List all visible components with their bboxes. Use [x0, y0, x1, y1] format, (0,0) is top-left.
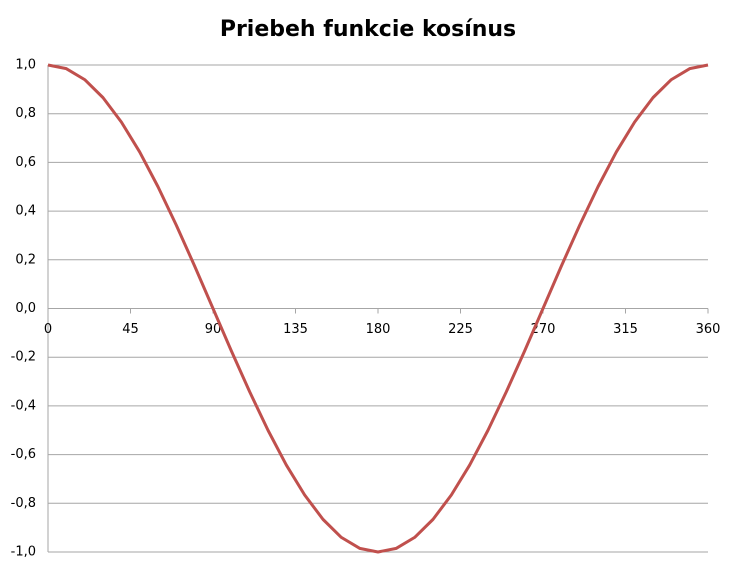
x-tick-label: 180 — [366, 322, 391, 337]
chart-title: Priebeh funkcie kosínus — [220, 17, 516, 42]
x-tick-label: 90 — [205, 322, 222, 337]
y-tick-label: -0,2 — [11, 350, 36, 365]
x-tick-label: 0 — [44, 322, 52, 337]
x-tick-label: 45 — [122, 322, 139, 337]
y-tick-label: 1,0 — [15, 58, 36, 73]
line — [47, 63, 709, 554]
x-tick-label: 225 — [448, 322, 473, 337]
y-tick-label: -0,6 — [11, 447, 36, 462]
y-tick-label: 0,4 — [15, 204, 36, 219]
y-tick-label: -1,0 — [11, 545, 36, 560]
y-tick-label: -0,4 — [11, 398, 36, 413]
x-tick-label: 360 — [696, 322, 721, 337]
y-tick-label: 0,6 — [15, 155, 36, 170]
y-tick-label: 0,2 — [15, 252, 36, 267]
y-tick-label: 0,0 — [15, 301, 36, 316]
x-tick-label: 135 — [283, 322, 308, 337]
x-tick-label: 315 — [613, 322, 638, 337]
y-tick-label: 0,8 — [15, 106, 36, 121]
y-tick-label: -0,8 — [11, 496, 36, 511]
